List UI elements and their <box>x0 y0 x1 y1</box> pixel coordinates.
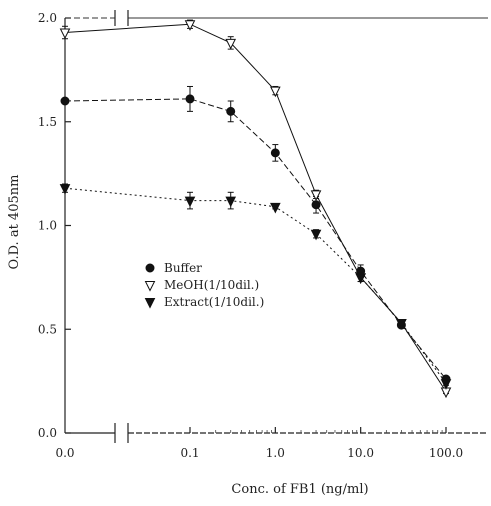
legend-marker <box>144 281 156 292</box>
data-point <box>59 184 71 195</box>
data-point <box>270 202 281 214</box>
data-point <box>270 148 280 158</box>
data-point <box>59 28 71 40</box>
data-point <box>440 379 452 390</box>
data-point <box>60 96 70 106</box>
y-tick-label: 0.5 <box>38 322 57 336</box>
y-axis-title: O.D. at 405nm <box>7 175 22 270</box>
data-point <box>225 38 237 50</box>
data-point <box>396 319 407 330</box>
x-tick-label: 0.1 <box>180 446 199 460</box>
series-0 <box>60 85 451 384</box>
y-tick-label: 2.0 <box>38 11 57 25</box>
chart-axes <box>64 10 488 443</box>
data-point <box>311 200 321 210</box>
data-point <box>310 190 322 201</box>
data-point <box>226 106 236 116</box>
series-1 <box>59 19 452 399</box>
x-tick-label: 100.0 <box>429 446 463 460</box>
legend-label: Buffer <box>164 261 202 275</box>
y-tick-label: 1.5 <box>38 115 57 129</box>
x-tick-label: 0.0 <box>55 446 74 460</box>
y-tick-label: 0.0 <box>38 426 57 440</box>
data-point <box>270 86 281 98</box>
series-line <box>64 98 447 380</box>
data-point <box>185 94 195 104</box>
y-tick-label: 1.0 <box>38 219 57 233</box>
data-point <box>310 229 322 241</box>
chart-series <box>59 19 452 399</box>
series-2 <box>59 183 452 390</box>
data-point <box>225 196 237 208</box>
legend-marker <box>144 298 156 309</box>
data-point <box>184 196 196 208</box>
chart-ticks: 0.0 0.5 1.0 1.5 2.0 0.0 0.1 1.0 10.0 100.0 <box>38 11 463 460</box>
x-tick-label: 1.0 <box>266 446 285 460</box>
legend-label: Extract(1/10dil.) <box>164 295 264 309</box>
data-point <box>184 20 196 31</box>
series-line <box>64 187 447 384</box>
x-axis-title: Conc. of FB1 (ng/ml) <box>231 482 368 497</box>
chart-legend: Buffer MeOH(1/10dil.) Extract(1/10dil.) <box>144 261 264 309</box>
series-line <box>64 23 447 392</box>
legend-marker <box>145 263 155 273</box>
data-point <box>355 273 366 284</box>
legend-label: MeOH(1/10dil.) <box>164 278 259 292</box>
x-tick-label: 10.0 <box>347 446 374 460</box>
